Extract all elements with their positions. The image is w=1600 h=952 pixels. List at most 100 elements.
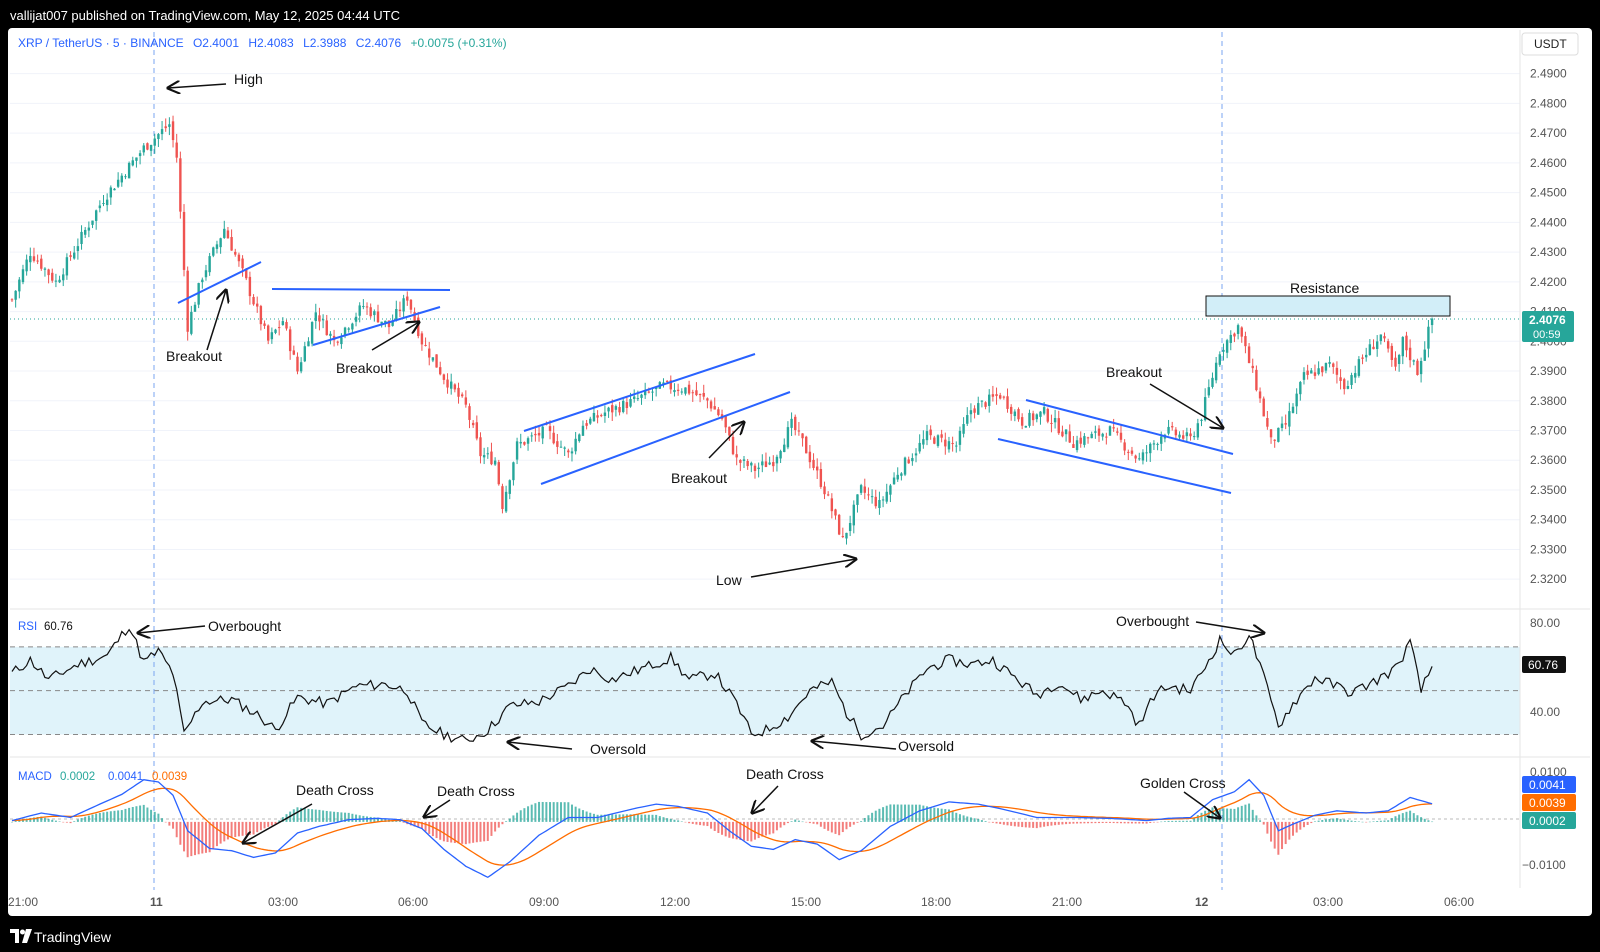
candle-body (310, 322, 314, 344)
candle-body (468, 406, 471, 420)
candle-body (113, 188, 116, 191)
price-tick-label: 2.4600 (1530, 156, 1567, 170)
candle-body (1108, 426, 1112, 436)
macd-histogram-bar (270, 821, 273, 826)
annotation-oversold-1: Oversold (590, 741, 646, 757)
macd-histogram-bar (1357, 821, 1360, 822)
macd-histogram-bar (11, 821, 13, 823)
macd-tick-pos: 0.0100 (1530, 765, 1567, 779)
macd-histogram-bar (827, 821, 830, 831)
macd-histogram-bar (336, 812, 339, 822)
candle-body (29, 255, 32, 263)
macd-histogram-bar (889, 804, 892, 822)
candle-body (903, 457, 907, 475)
macd-histogram-bar (1368, 821, 1371, 823)
time-tick-label: 06:00 (1444, 895, 1474, 909)
macd-histogram-bar (936, 808, 939, 822)
time-tick-label: 18:00 (921, 895, 951, 909)
candle-body (36, 260, 39, 262)
macd-histogram-bar (461, 821, 464, 844)
macd-legend-name: MACD (18, 771, 52, 783)
candle-body (947, 441, 951, 450)
candle-body (1182, 435, 1185, 439)
candle-body (761, 461, 764, 466)
macd-histogram-bar (995, 821, 998, 824)
price-tick-label: 2.4900 (1530, 67, 1567, 81)
candle-body (1430, 318, 1434, 326)
macd-histogram-bar (153, 811, 156, 822)
macd-histogram-bar (369, 816, 372, 822)
candle-body (1017, 409, 1020, 420)
macd-histogram-bar (1171, 820, 1174, 822)
macd-histogram-bar (175, 821, 178, 838)
legend-change: +0.0075 (+0.31%) (411, 36, 507, 50)
macd-histogram-bar (1079, 821, 1082, 824)
macd-histogram-bar (753, 821, 756, 840)
macd-histogram-bar (18, 820, 21, 822)
time-tick-label: 12:00 (660, 895, 690, 909)
candle-body (870, 496, 874, 498)
candle-body (241, 258, 244, 269)
macd-histogram-bar (691, 821, 694, 824)
macd-histogram-bar (1262, 821, 1265, 825)
candle-body (406, 296, 409, 301)
currency-button[interactable] (1521, 32, 1579, 56)
candle-body (731, 436, 735, 455)
macd-histogram-bar (490, 821, 493, 836)
triangle-bottom (312, 306, 441, 346)
candle-body (914, 453, 918, 456)
candle-body (523, 442, 526, 445)
candle-body (1196, 423, 1200, 438)
macd-histogram-bar (633, 814, 636, 822)
candle-body (464, 397, 468, 405)
macd-histogram-bar (973, 818, 976, 822)
annotation-high: High (234, 71, 263, 87)
candle-body (1310, 370, 1313, 374)
macd-histogram-bar (794, 819, 797, 822)
candle-body (424, 345, 427, 347)
macd-histogram-bar (318, 809, 321, 822)
macd-histogram-bar (1244, 804, 1247, 822)
candle-body (1273, 439, 1276, 441)
candle-body (1031, 413, 1035, 421)
macd-histogram-bar (344, 812, 347, 822)
macd-histogram-bar (65, 821, 68, 823)
macd-histogram-bar (1046, 821, 1049, 827)
candle-body (1042, 407, 1046, 414)
macd-histogram-bar (380, 818, 383, 822)
macd-histogram-bar (161, 818, 164, 822)
macd-histogram-bar (1277, 821, 1280, 855)
macd-histogram-bar (51, 819, 54, 822)
macd-histogram-bar (1233, 808, 1236, 822)
macd-histogram-bar (1423, 818, 1426, 822)
macd-histogram-bar (1310, 821, 1313, 824)
currency-label[interactable]: USDT (1534, 37, 1567, 51)
candle-body (1328, 362, 1331, 364)
candle-body (164, 126, 167, 129)
candle-body (757, 467, 760, 470)
macd-histogram-bar (263, 821, 266, 829)
macd-histogram-bar (1266, 821, 1269, 834)
candle-body (413, 312, 416, 321)
candle-body (1233, 333, 1236, 337)
candle-body (482, 455, 486, 458)
candle-body (775, 456, 779, 464)
candle-body (508, 480, 511, 494)
candle-body (929, 429, 932, 436)
macd-histogram-bar (307, 808, 310, 822)
candle-body (1160, 436, 1163, 444)
price-tick-label: 2.4700 (1530, 126, 1567, 140)
trendlines (177, 261, 1234, 494)
macd-histogram-bar (1328, 818, 1331, 822)
candle-body (1145, 452, 1148, 454)
macd-histogram-bar (472, 821, 475, 843)
macd-histogram-bar (1196, 815, 1199, 822)
macd-histogram-bar (578, 808, 581, 822)
candle-body (51, 272, 54, 281)
macd-histogram-bar (292, 809, 295, 822)
macd-histogram-bar (230, 821, 233, 838)
candle-body (303, 346, 306, 362)
macd-histogram-bar (640, 814, 643, 822)
macd-histogram-bar (1394, 816, 1397, 822)
